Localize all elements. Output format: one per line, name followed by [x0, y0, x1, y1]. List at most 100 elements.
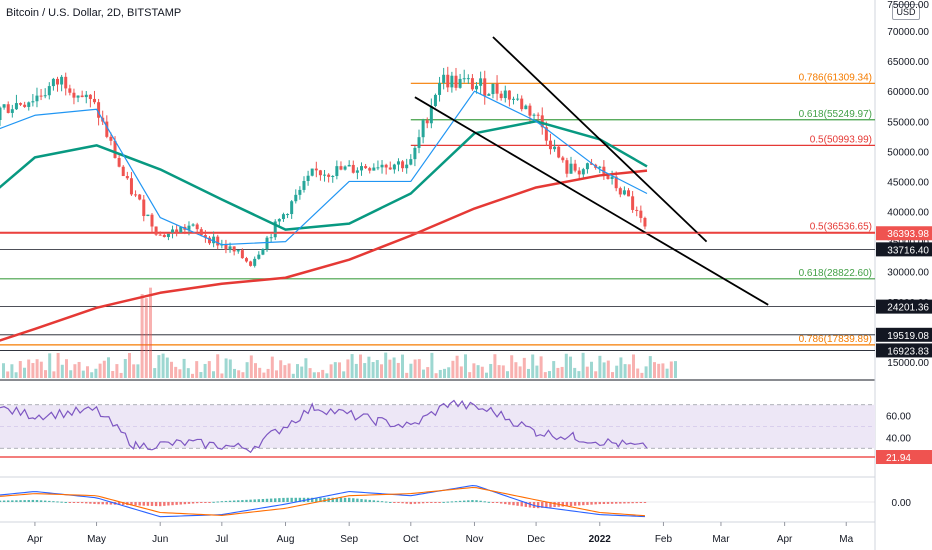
volume-bar [245, 362, 249, 378]
macd-histogram-bar [31, 499, 35, 502]
price-tag-bg [876, 242, 932, 257]
volume-bar [489, 363, 493, 378]
volume-bar [52, 371, 56, 378]
volume-bar [480, 366, 484, 378]
candle-body [355, 170, 359, 173]
macd-histogram-bar [241, 500, 244, 502]
candle-body [479, 78, 483, 86]
candle-body [88, 94, 92, 99]
volume-bar [380, 364, 383, 378]
macd-histogram-bar [269, 498, 273, 502]
candle-body [483, 78, 487, 96]
volume-bar [107, 357, 110, 378]
macd-histogram-bar [204, 502, 207, 503]
macd-histogram-bar [76, 502, 80, 503]
volume-bar [627, 364, 631, 378]
macd-histogram-bar [274, 498, 277, 502]
candle-body [23, 104, 27, 107]
macd-histogram-bar [319, 497, 322, 502]
macd-histogram-bar [541, 502, 544, 508]
volume-bar [573, 367, 577, 378]
macd-histogram-bar [430, 502, 433, 503]
macd-histogram-bar [528, 502, 532, 508]
volume-bar [485, 372, 488, 378]
macd-histogram-bar [508, 502, 511, 505]
candle-body [117, 157, 121, 167]
candle-body [536, 114, 540, 116]
volume-bar [10, 364, 14, 378]
volume-bar [636, 368, 640, 378]
macd-histogram-bar [39, 500, 43, 502]
currency-button[interactable]: USD [892, 4, 920, 20]
volume-bar [632, 354, 635, 378]
volume-bar [497, 365, 501, 378]
candle-body [557, 146, 561, 158]
volume-bar [73, 364, 77, 378]
macd-histogram-bar [122, 502, 125, 505]
volume-bar [233, 368, 236, 378]
macd-histogram-bar [479, 500, 482, 502]
candle-body [187, 225, 191, 230]
macd-histogram-bar [368, 499, 371, 502]
macd-histogram-bar [619, 502, 622, 504]
candle-body [150, 214, 154, 227]
candle-body [56, 78, 60, 85]
volume-bar [144, 298, 148, 378]
macd-histogram-bar [450, 501, 454, 503]
macd-histogram-bar [249, 499, 252, 502]
macd-histogram-bar [631, 502, 634, 504]
candle-body [532, 114, 536, 116]
trendline-lower [414, 96, 769, 306]
macd-histogram-bar [290, 497, 293, 502]
macd-histogram-bar [179, 502, 182, 505]
candle-body [64, 76, 68, 89]
volume-bar [556, 367, 560, 378]
rsi-level-tag-bg [876, 450, 932, 465]
macd-histogram-bar [384, 501, 388, 503]
candle-body [388, 167, 392, 170]
candle-body [84, 94, 88, 98]
volume-bar [669, 361, 673, 378]
macd-histogram-bar [504, 502, 507, 505]
macd-histogram-bar [68, 502, 72, 503]
candle-body [273, 221, 277, 238]
volume-bar [228, 359, 232, 378]
candle-body [351, 164, 355, 173]
macd-histogram-bar [0, 500, 2, 502]
candle-body [134, 194, 138, 196]
candle-body [236, 250, 240, 252]
volume-bar [44, 370, 47, 378]
candle-body [602, 166, 606, 174]
macd-histogram-bar [11, 500, 14, 502]
candle-body [97, 102, 101, 118]
macd-histogram-bar [52, 501, 55, 503]
volume-bar [657, 363, 661, 378]
candle-body [372, 167, 376, 171]
volume-bar [94, 368, 98, 378]
volume-bar [296, 364, 299, 378]
volume-bar [174, 366, 178, 378]
macd-histogram-bar [142, 502, 145, 506]
candle-body [339, 166, 343, 170]
macd-histogram-bar [64, 502, 67, 503]
macd-histogram-bar [163, 502, 166, 506]
volume-bar [665, 368, 669, 378]
macd-histogram-bar [315, 497, 318, 502]
candle-body [561, 157, 565, 161]
candle-body [212, 236, 216, 244]
macd-histogram-bar [72, 502, 76, 503]
macd-histogram-bar [245, 499, 248, 502]
macd-histogram-bar [150, 502, 154, 506]
price-tag-label: 36393.98 [887, 229, 929, 240]
candle-body [499, 93, 503, 99]
volume-bar [426, 367, 430, 378]
volume-bar [149, 287, 152, 378]
volume-bar [254, 363, 257, 378]
macd-histogram-bar [491, 502, 495, 503]
macd-histogram-bar [261, 498, 265, 502]
macd-histogram-bar [536, 502, 540, 509]
volume-bar [350, 354, 354, 378]
volume-bar [275, 370, 278, 378]
candle-body [429, 106, 433, 124]
